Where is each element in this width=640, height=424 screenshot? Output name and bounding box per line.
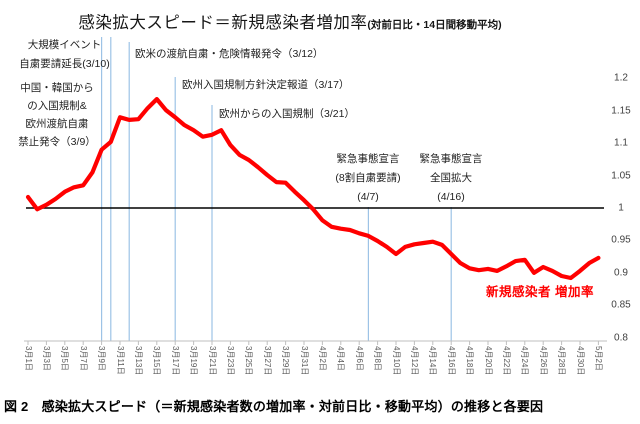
x-tick-label: 4月20日 xyxy=(483,346,493,376)
annotation-line: (4/16) xyxy=(437,191,465,203)
x-tick-label: 4月8日 xyxy=(373,346,383,371)
x-tick-label: 3月9日 xyxy=(97,346,107,371)
chart-title-sub: (対前日比・14日間移動平均) xyxy=(367,19,502,31)
annotation-event-3-12: 欧米の渡航自粛・危険情報発令（3/12） xyxy=(135,45,323,63)
x-tick-label: 3月11日 xyxy=(115,346,125,375)
figure-caption: 図 2 感染拡大スピード（＝新規感染者数の増加率・対前日比・移動平均）の推移と各… xyxy=(4,399,544,414)
y-tick-label: 1 xyxy=(618,202,624,214)
x-tick-label: 3月29日 xyxy=(281,346,291,376)
x-tick-label: 3月23日 xyxy=(225,346,235,376)
annotation-event-3-21: 欧州からの入国規制（3/21） xyxy=(219,105,355,123)
x-tick-label: 3月13日 xyxy=(133,346,143,376)
annotation-event-3-10: 大規模イベント 自粛要請延長(3/10) xyxy=(8,36,121,74)
y-tick-label: 0.9 xyxy=(614,267,628,279)
x-tick-label: 4月12日 xyxy=(409,346,419,376)
x-tick-label: 3月17日 xyxy=(170,346,180,376)
annotation-event-4-7: 緊急事態宣言 (8割自粛要請) (4/7) xyxy=(298,150,438,207)
x-tick-label: 4月14日 xyxy=(428,346,438,376)
annotation-line: 禁止発令（3/9） xyxy=(18,136,96,148)
annotation-line: 自粛要請延長(3/10) xyxy=(19,58,110,70)
x-tick-label: 4月28日 xyxy=(557,346,567,376)
annotation-line: 全国拡大 xyxy=(430,172,472,184)
y-tick-label: 0.95 xyxy=(611,234,631,246)
x-tick-label: 4月30日 xyxy=(575,346,585,376)
x-tick-label: 5月2日 xyxy=(593,346,603,371)
annotation-line: の入国規制& xyxy=(27,100,87,112)
annotation-line: (8割自粛要請) xyxy=(335,172,401,184)
annotation-line: 欧州渡航自粛 xyxy=(25,118,89,130)
y-tick-label: 0.85 xyxy=(611,299,631,311)
series-label: 新規感染者 増加率 xyxy=(486,285,594,299)
x-tick-label: 4月18日 xyxy=(465,346,475,376)
annotation-line: (4/7) xyxy=(357,191,379,203)
annotation-line: 欧州入国規制方針決定報道（3/17） xyxy=(182,79,350,91)
x-tick-label: 3月19日 xyxy=(189,346,199,376)
x-tick-label: 3月15日 xyxy=(152,346,162,376)
x-tick-label: 3月27日 xyxy=(262,346,272,376)
y-tick-label: 1.2 xyxy=(614,72,628,84)
chart-canvas xyxy=(24,37,607,345)
annotation-event-4-16: 緊急事態宣言 全国拡大 (4/16) xyxy=(381,150,521,207)
annotation-line: 緊急事態宣言 xyxy=(336,153,400,165)
x-tick-label: 3月21日 xyxy=(207,346,217,376)
x-tick-label: 3月1日 xyxy=(23,346,33,371)
x-tick-label: 3月25日 xyxy=(244,346,254,376)
x-tick-label: 3月5日 xyxy=(60,346,70,371)
x-tick-label: 4月26日 xyxy=(538,346,548,376)
y-tick-label: 1.15 xyxy=(611,105,631,117)
x-tick-label: 4月2日 xyxy=(317,346,327,371)
annotation-line: 緊急事態宣言 xyxy=(419,153,483,165)
x-tick-label: 4月24日 xyxy=(520,346,530,376)
annotation-line: 欧州からの入国規制（3/21） xyxy=(219,108,355,120)
y-tick-label: 1.05 xyxy=(611,170,631,182)
x-tick-label: 3月7日 xyxy=(78,346,88,371)
annotation-event-3-9: 中国・韓国から の入国規制& 欧州渡航自粛 禁止発令（3/9） xyxy=(12,79,102,151)
x-tick-label: 4月4日 xyxy=(336,346,346,371)
x-tick-label: 3月31日 xyxy=(299,346,309,376)
annotation-event-3-17: 欧州入国規制方針決定報道（3/17） xyxy=(182,76,349,94)
infection-rate-line xyxy=(25,96,601,281)
annotation-line: 大規模イベント xyxy=(27,39,102,51)
x-tick-label: 4月6日 xyxy=(354,346,364,371)
x-tick-label: 4月22日 xyxy=(501,346,511,376)
chart-title-main: 感染拡大スピード＝新規感染者増加率 xyxy=(78,14,368,32)
annotation-line: 中国・韓国から xyxy=(20,82,94,94)
chart-title: 感染拡大スピード＝新規感染者増加率(対前日比・14日間移動平均) xyxy=(0,9,640,33)
y-tick-label: 0.8 xyxy=(614,332,628,344)
x-tick-label: 4月16日 xyxy=(446,346,456,376)
x-tick-label: 4月10日 xyxy=(391,346,401,376)
y-tick-label: 1.1 xyxy=(614,137,628,149)
x-tick-label: 3月3日 xyxy=(41,346,51,371)
annotation-line: 欧米の渡航自粛・危険情報発令（3/12） xyxy=(135,48,324,60)
